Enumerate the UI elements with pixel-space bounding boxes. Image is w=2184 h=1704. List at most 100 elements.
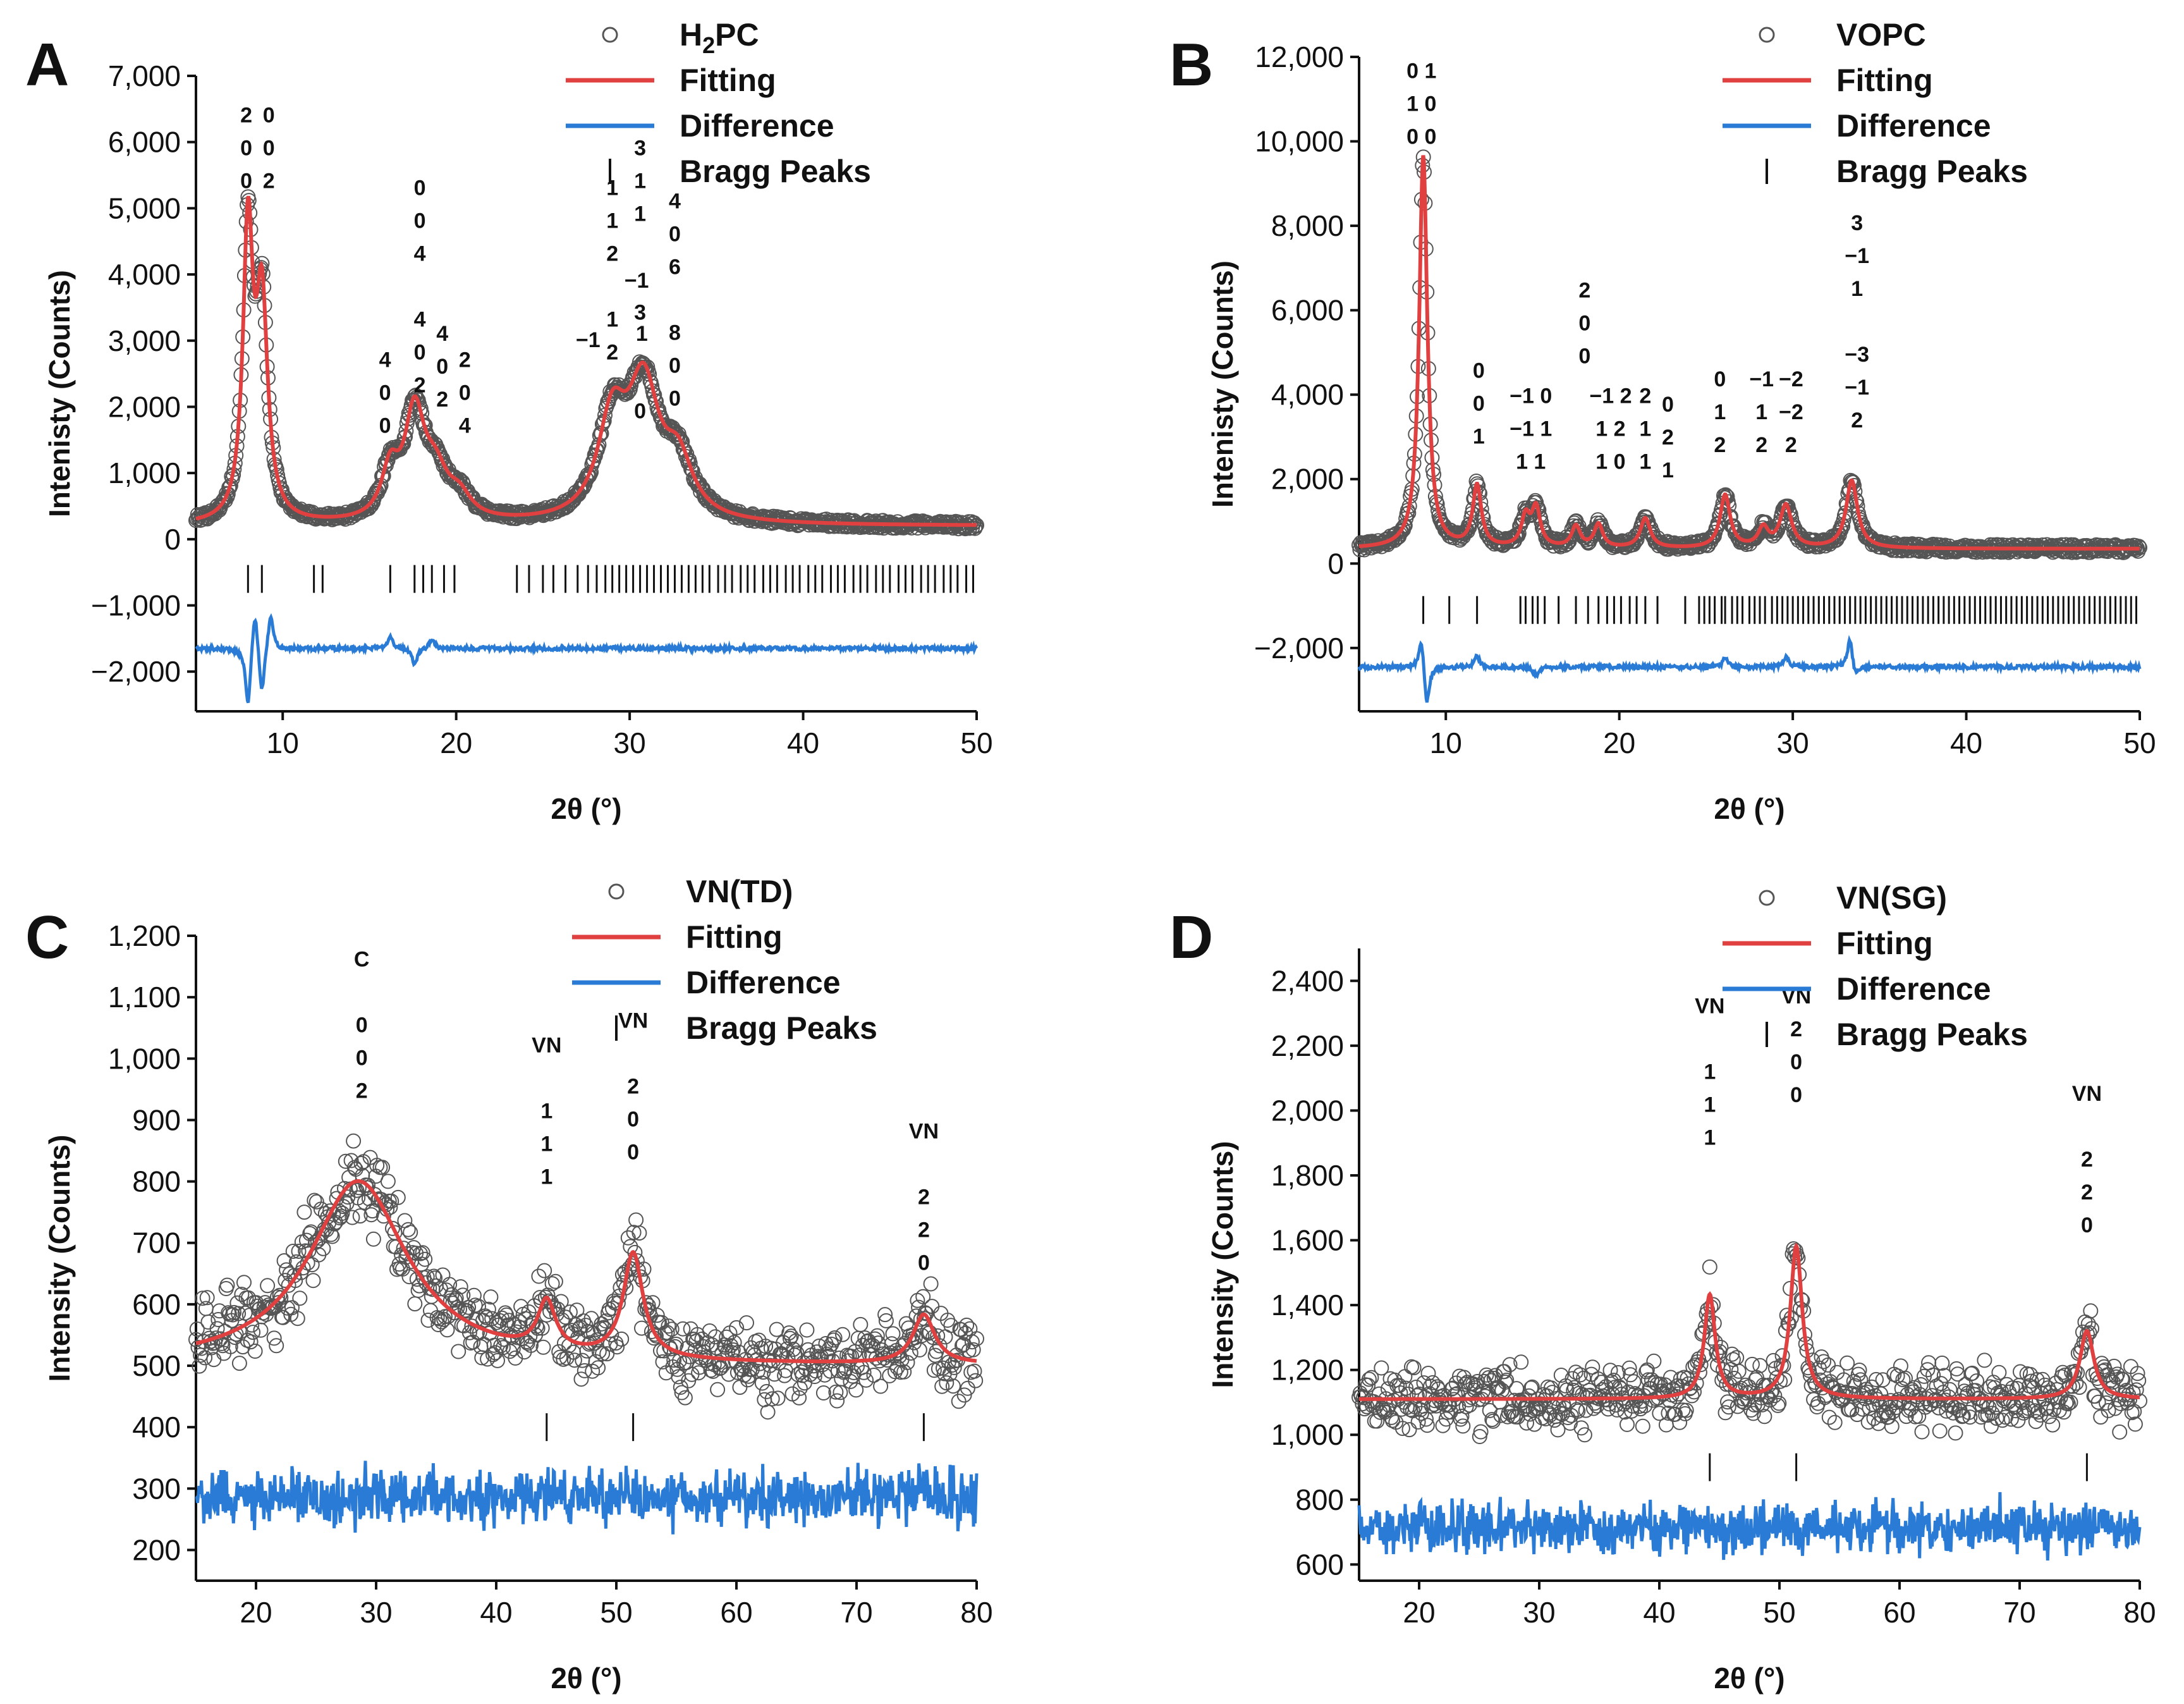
hkl-label: 0 — [1473, 391, 1485, 415]
observed-point — [417, 1251, 433, 1267]
observed-point — [247, 1344, 263, 1359]
observed-point — [1898, 1370, 1913, 1386]
observed-point — [2090, 1394, 2106, 1410]
panel-b: B −2,000 0 2,000 4,000 6,000 8,000 10,000 12,000… — [1169, 17, 2156, 825]
observed-point — [1771, 1395, 1787, 1411]
observed-point — [505, 1341, 521, 1357]
observed-point — [799, 1322, 815, 1338]
observed-point — [1521, 1388, 1537, 1404]
observed-point — [1601, 1401, 1616, 1417]
observed-point — [659, 1325, 675, 1340]
y-tick-label: 2,400 — [1271, 964, 1344, 997]
legend-fitting-label: Fitting — [686, 919, 783, 955]
hkl-label: 0 — [414, 176, 426, 200]
y-tick-label: 8,000 — [1271, 209, 1344, 242]
y-tick-label: 4,000 — [1271, 378, 1344, 411]
hkl-label: 2 — [1851, 408, 1863, 432]
observed-point — [741, 1368, 757, 1384]
y-tick-label: 200 — [132, 1533, 181, 1566]
observed-point — [769, 1321, 784, 1337]
observed-point — [2029, 1372, 2045, 1387]
observed-point — [719, 1329, 735, 1345]
observed-point — [531, 1268, 547, 1284]
observed-point — [1925, 1367, 1941, 1383]
observed-point — [1394, 1421, 1410, 1437]
observed-point — [2020, 1401, 2036, 1416]
observed-point — [2108, 1401, 2123, 1416]
observed-point — [1991, 1364, 2007, 1380]
observed-point — [1994, 1413, 2010, 1428]
observed-point — [403, 1225, 418, 1241]
observed-point — [1754, 1397, 1770, 1413]
observed-point — [1408, 1380, 1424, 1395]
observed-point — [200, 1314, 216, 1330]
observed-point — [968, 1373, 984, 1388]
observed-point — [598, 1313, 614, 1329]
hkl-label: 1 — [606, 307, 618, 331]
y-tick-label: 6,000 — [108, 126, 181, 159]
observed-point — [1485, 1413, 1501, 1429]
observed-point — [577, 478, 592, 494]
observed-point — [1930, 1393, 1946, 1409]
observed-point — [2127, 1416, 2143, 1432]
observed-point — [943, 1318, 959, 1333]
observed-point — [932, 1338, 948, 1354]
observed-point — [219, 1277, 235, 1293]
y-axis-title: Intensity (Counts) — [43, 1135, 76, 1382]
observed-point — [945, 1378, 961, 1394]
observed-point — [662, 1339, 678, 1355]
y-tick-label: 1,100 — [108, 981, 181, 1014]
observed-point — [547, 1273, 563, 1289]
hkl-label: −1 1 — [1510, 417, 1552, 441]
observed-point — [1713, 1340, 1729, 1355]
x-tick-label: 20 — [1603, 726, 1635, 759]
observed-point — [241, 1290, 256, 1306]
observed-point — [583, 1311, 599, 1327]
hkl-label: 0 — [379, 414, 391, 438]
observed-point — [677, 1390, 693, 1406]
observed-points — [1351, 149, 2147, 560]
observed-point — [815, 1385, 831, 1401]
legend-fitting-label: Fitting — [1836, 926, 1933, 961]
observed-point — [964, 1334, 980, 1350]
observed-point — [290, 1311, 305, 1327]
observed-point — [365, 1231, 381, 1247]
observed-point — [1457, 1376, 1473, 1392]
observed-point — [1869, 1371, 1884, 1387]
observed-point — [1745, 1406, 1761, 1421]
hkl-label: 1 — [1662, 458, 1674, 482]
observed-point — [552, 1349, 568, 1365]
hkl-label: 6 — [669, 255, 681, 279]
observed-point — [455, 1287, 471, 1303]
observed-point — [853, 1316, 869, 1332]
observed-point — [1509, 1381, 1525, 1397]
observed-point — [1523, 1380, 1539, 1396]
legend-difference-label: Difference — [680, 108, 834, 144]
observed-point — [628, 1212, 644, 1228]
observed-point — [614, 1331, 630, 1347]
observed-point — [1949, 1361, 1965, 1376]
hkl-label: 2 — [918, 1186, 930, 1210]
observed-point — [2046, 1402, 2061, 1418]
observed-point — [1480, 1370, 1496, 1385]
hkl-label: 3 — [1851, 211, 1863, 235]
observed-point — [709, 1340, 724, 1356]
observed-point — [1493, 1407, 1509, 1423]
observed-point — [1646, 1353, 1662, 1369]
observed-point — [1668, 1406, 1683, 1422]
legend: VN(TD) Fitting Difference Bragg Peaks — [572, 874, 877, 1046]
legend-sample-label: VN(TD) — [686, 874, 793, 909]
observed-point — [1850, 1407, 1865, 1423]
legend-difference-label: Difference — [686, 965, 841, 1000]
x-axis-title: 2θ (°) — [1714, 792, 1784, 825]
hkl-label: 1 — [1704, 1093, 1716, 1117]
panel-a: A −2,000 −1,000 0 1,000 2,000 3,000 4,000 5,000 6… — [25, 17, 993, 825]
observed-point — [558, 1309, 573, 1325]
x-tick-label: 80 — [2123, 1596, 2156, 1629]
observed-point — [1766, 1352, 1781, 1368]
observed-point — [538, 1289, 553, 1305]
hkl-label: 0 — [414, 209, 426, 233]
observed-point — [953, 1322, 969, 1337]
panel-d: D6008001,0001,2001,4001,6001,8002,0002,2… — [1169, 880, 2156, 1695]
observed-point — [914, 1328, 930, 1344]
